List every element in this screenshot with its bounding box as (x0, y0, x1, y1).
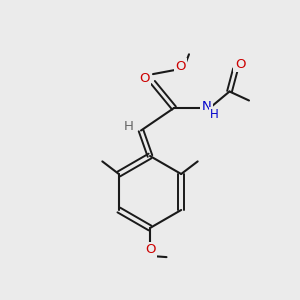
Text: H: H (210, 108, 219, 121)
Text: N: N (202, 100, 211, 113)
Text: H: H (124, 120, 133, 134)
Text: O: O (176, 60, 186, 73)
Text: O: O (145, 243, 155, 256)
Text: O: O (140, 71, 150, 85)
Text: O: O (235, 58, 245, 71)
